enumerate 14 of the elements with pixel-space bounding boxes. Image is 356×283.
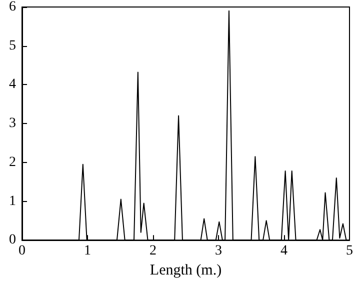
y-tick-label: 3	[9, 116, 16, 132]
y-tick-label: 4	[9, 77, 16, 92]
x-tick-label: 4	[280, 244, 288, 259]
x-tick-label: 3	[215, 244, 222, 259]
y-tick-label: 1	[9, 194, 16, 209]
x-tick-label: 2	[150, 244, 156, 259]
y-tick-label: 5	[9, 38, 16, 54]
x-tick-label: 1	[84, 244, 91, 259]
x-tick-label: 5	[346, 244, 353, 259]
y-tick-label: 2	[9, 154, 16, 170]
x-axis-title: Length (m.)	[150, 262, 222, 278]
y-tick-label: 6	[9, 0, 16, 14]
x-tick-label: 0	[18, 244, 26, 259]
y-tick-label: 0	[9, 232, 16, 248]
